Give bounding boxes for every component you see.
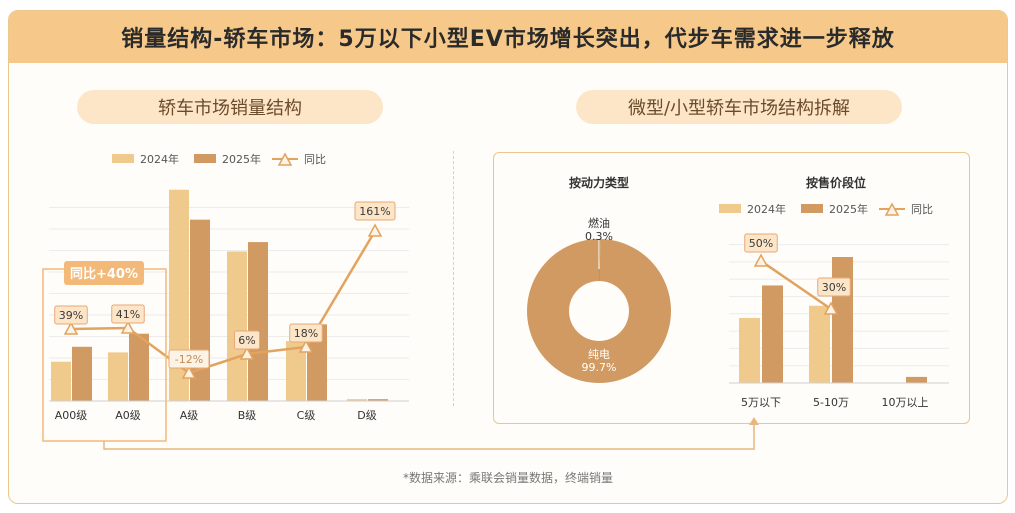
left-bar-2024 — [286, 341, 306, 401]
donut-value-fuel: 0.3% — [585, 230, 613, 243]
left-yoy-label: 39% — [59, 309, 83, 322]
right-panel-heading: 微型/小型轿车市场结构拆解 — [576, 90, 902, 124]
left-yoy-marker — [367, 223, 383, 237]
left-bar-2024 — [227, 251, 247, 401]
left-yoy-marker — [298, 339, 314, 353]
left-bar-2024 — [169, 189, 189, 401]
left-yoy-label: 41% — [116, 308, 140, 321]
left-yoy-label-box — [354, 201, 396, 221]
right-legend-swatch-2024 — [719, 204, 741, 213]
right-yoy-marker — [823, 301, 839, 315]
right-bar-2025 — [906, 376, 927, 383]
right-category-label: 5-10万 — [813, 396, 849, 409]
panel-divider — [453, 151, 454, 406]
donut-title: 按动力类型 — [569, 175, 629, 190]
right-bar-2025 — [832, 257, 853, 383]
price-chart-title: 按售价段位 — [806, 175, 866, 190]
right-legend-2024: 2024年 — [747, 202, 786, 216]
left-yoy-label: 161% — [359, 205, 390, 218]
title-bar: 销量结构-轿车市场：5万以下小型EV市场增长突出，代步车需求进一步释放 — [9, 11, 1007, 63]
left-yoy-marker — [63, 321, 79, 335]
left-bar-2025 — [72, 346, 92, 401]
page-title: 销量结构-轿车市场：5万以下小型EV市场增长突出，代步车需求进一步释放 — [121, 27, 895, 52]
left-bar-2024 — [347, 399, 367, 401]
left-yoy-label: -12% — [175, 353, 203, 366]
left-category-label: A00级 — [55, 409, 88, 422]
left-legend-2024: 2024年 — [140, 152, 179, 166]
right-bar-2025 — [762, 285, 783, 383]
left-bar-2024 — [51, 361, 71, 401]
right-legend-marker — [884, 202, 900, 216]
right-legend-yoy: 同比 — [911, 203, 933, 216]
left-yoy-label-box — [234, 330, 260, 350]
left-legend-2025: 2025年 — [222, 152, 261, 166]
left-legend-swatch-2025 — [194, 154, 216, 163]
source-note: *数据来源：乘联会销量数据，终端销量 — [402, 471, 613, 485]
left-legend-yoy: 同比 — [304, 153, 326, 166]
connector-arrowhead — [749, 417, 759, 425]
left-legend-swatch-2024 — [112, 154, 134, 163]
left-bar-2025 — [307, 324, 327, 401]
right-panel-box — [493, 152, 970, 424]
left-yoy-line — [70, 230, 377, 375]
donut-value-ev: 99.7% — [582, 361, 617, 374]
highlight-badge — [64, 261, 144, 285]
right-category-label: 10万以上 — [882, 396, 929, 409]
right-yoy-label: 50% — [749, 237, 773, 250]
infographic-frame: 销量结构-轿车市场：5万以下小型EV市场增长突出，代步车需求进一步释放 轿车市场… — [8, 10, 1008, 504]
left-panel-heading: 轿车市场销量结构 — [77, 90, 383, 124]
left-bar-2025 — [248, 242, 268, 401]
left-category-label: B级 — [238, 409, 257, 422]
donut-slice-ev — [527, 239, 672, 384]
highlight-label: 同比+40% — [70, 266, 138, 282]
right-legend-2025: 2025年 — [829, 202, 868, 216]
left-legend-marker — [277, 152, 293, 166]
left-yoy-marker — [239, 346, 255, 360]
left-category-label: A0级 — [115, 409, 141, 422]
left-yoy-label-box — [168, 349, 210, 369]
connector-line — [103, 423, 755, 450]
right-yoy-label-box — [744, 233, 778, 253]
right-yoy-label: 30% — [822, 281, 846, 294]
left-yoy-label: 18% — [294, 327, 318, 340]
left-yoy-label: 6% — [238, 334, 255, 347]
left-bar-2025 — [129, 333, 149, 401]
right-yoy-line — [760, 259, 832, 311]
left-bar-2024 — [108, 352, 128, 401]
donut-label-fuel: 燃油 — [588, 216, 610, 230]
left-yoy-label-box — [111, 304, 145, 324]
left-yoy-marker — [181, 365, 197, 379]
donut-label-ev: 纯电 — [588, 348, 610, 361]
right-bar-2024 — [739, 317, 760, 383]
left-category-label: A级 — [180, 409, 199, 422]
left-yoy-marker — [120, 320, 136, 334]
left-yoy-label-box — [54, 305, 88, 325]
left-yoy-label-box — [289, 323, 323, 343]
right-yoy-label-box — [817, 277, 851, 297]
left-category-label: D级 — [357, 409, 376, 422]
right-category-label: 5万以下 — [741, 396, 781, 409]
left-bar-2025 — [368, 399, 388, 401]
right-yoy-marker — [753, 253, 769, 267]
right-legend-swatch-2025 — [801, 204, 823, 213]
left-category-label: C级 — [297, 409, 316, 422]
right-bar-2024 — [809, 305, 830, 383]
